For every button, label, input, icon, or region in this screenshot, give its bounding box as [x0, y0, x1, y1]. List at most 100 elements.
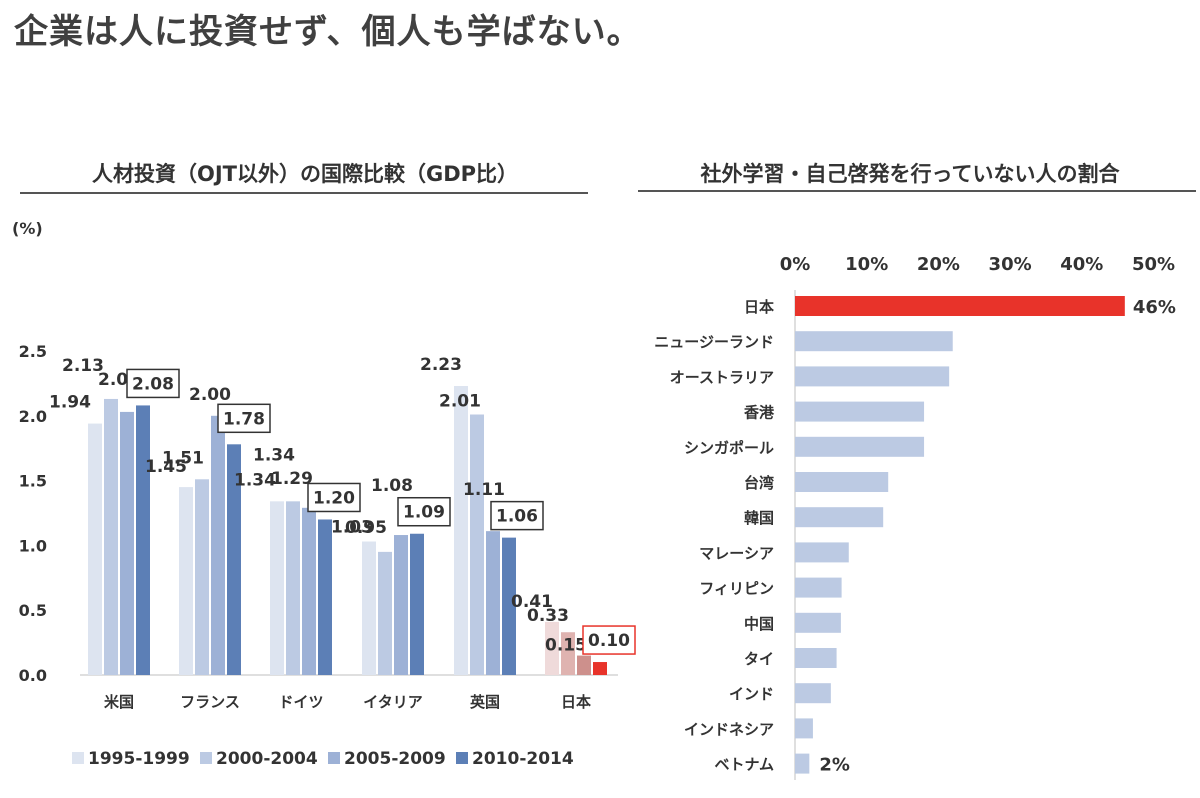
hbar-2	[795, 366, 950, 387]
bar-2010-2014-1	[227, 444, 241, 675]
y-category-label: 台湾	[744, 474, 774, 492]
bar-2010-2014-4	[502, 537, 516, 675]
y-category-label: インド	[729, 685, 774, 703]
data-label: 0.10	[588, 631, 630, 651]
x-category-label: イタリア	[363, 693, 422, 711]
y-category-label: 香港	[744, 404, 775, 422]
value-box	[307, 482, 361, 513]
bar-1995-1999-3	[362, 541, 376, 675]
bar-2000-2004-3	[378, 551, 392, 675]
data-label: 46%	[1133, 297, 1176, 318]
data-label: 2.00	[189, 385, 231, 405]
hbar-12	[795, 718, 813, 739]
data-label: 1.34	[234, 470, 276, 490]
page-title: 企業は人に投資せず、個人も学ばない。	[14, 12, 642, 52]
y-category-label: インドネシア	[684, 720, 774, 738]
data-label: 1.51	[162, 448, 204, 468]
y-tick-label: 2.5	[19, 342, 47, 361]
hbar-7	[795, 542, 849, 563]
legend-swatch	[328, 752, 340, 764]
y-tick-label: 2.0	[19, 407, 47, 426]
legend-swatch	[72, 752, 84, 764]
x-tick-label: 20%	[917, 254, 960, 275]
data-label: 1.09	[403, 503, 445, 523]
y-tick-label: 1.0	[19, 536, 47, 555]
legend-label: 2005-2009	[344, 749, 446, 769]
y-tick-label: 1.5	[19, 472, 47, 491]
hbar-1	[795, 331, 953, 352]
data-label: 0.41	[511, 592, 553, 612]
y-category-label: フィリピン	[699, 580, 774, 598]
x-tick-label: 50%	[1132, 254, 1175, 275]
left-title-underline	[20, 192, 588, 194]
bar-2000-2004-0	[104, 398, 118, 675]
hbar-0	[795, 296, 1125, 316]
bar-2005-2009-2	[302, 507, 316, 675]
data-label: 0.15	[545, 636, 587, 656]
hbar-5	[795, 472, 889, 492]
y-tick-label: 0.5	[19, 601, 47, 620]
y-category-label: 日本	[744, 298, 774, 316]
bar-2000-2004-1	[195, 479, 209, 675]
hbar-9	[795, 612, 841, 633]
hbar-13	[795, 753, 810, 774]
bar-1995-1999-4	[454, 385, 468, 675]
data-label: 2.01	[439, 392, 481, 412]
y-axis-unit-label: (%)	[12, 219, 43, 238]
bar-1995-1999-2	[270, 501, 284, 675]
data-label: 1.45	[145, 457, 187, 477]
bar-1995-1999-1	[179, 487, 193, 675]
hbar-11	[795, 683, 831, 704]
data-label: 2.23	[420, 355, 462, 375]
data-label: 0.95	[345, 518, 387, 538]
data-label: 0.33	[527, 606, 569, 626]
y-category-label: ベトナム	[714, 756, 774, 774]
value-box	[490, 500, 544, 531]
data-label: 1.06	[496, 507, 538, 527]
bar-2010-2014-3	[410, 533, 424, 675]
bar-2005-2009-3	[394, 535, 408, 675]
value-box	[397, 496, 451, 527]
bar-2010-2014-0	[136, 405, 150, 675]
data-label: 1.08	[371, 476, 413, 496]
data-label: 1.34	[253, 445, 295, 465]
bar-1995-1999-5	[545, 621, 559, 675]
legend-swatch	[456, 752, 468, 764]
y-category-label: ニュージーランド	[654, 333, 774, 351]
bar-2005-2009-5	[577, 655, 591, 675]
bar-2010-2014-5	[593, 662, 607, 675]
bar-2010-2014-2	[318, 519, 332, 675]
x-tick-label: 0%	[780, 254, 811, 275]
data-label: 1.11	[463, 480, 505, 500]
right-title-underline	[638, 190, 1196, 192]
data-label: 1.78	[223, 409, 265, 429]
hbar-10	[795, 648, 837, 668]
y-category-label: シンガポール	[684, 439, 774, 457]
data-label: 2.08	[132, 374, 174, 394]
value-box	[217, 403, 271, 434]
bar-2000-2004-4	[470, 414, 484, 675]
y-category-label: タイ	[744, 650, 774, 668]
right-chart-title: 社外学習・自己啓発を行っていない人の割合	[700, 162, 1120, 186]
x-category-label: フランス	[180, 693, 240, 711]
x-category-label: 英国	[470, 693, 500, 711]
legend-label: 2010-2014	[472, 749, 574, 769]
data-label: 2.13	[62, 356, 104, 376]
data-label: 1.03	[331, 518, 373, 538]
bar-1995-1999-0	[88, 423, 102, 675]
bar-2000-2004-2	[286, 501, 300, 675]
x-category-label: ドイツ	[278, 693, 323, 711]
y-category-label: 中国	[744, 615, 774, 633]
bar-2005-2009-4	[486, 531, 500, 675]
bar-2000-2004-5	[561, 632, 575, 675]
value-box	[582, 625, 636, 655]
y-category-label: オーストラリア	[670, 368, 774, 386]
left-chart-title: 人材投資（OJT以外）の国際比較（GDP比）	[91, 162, 519, 186]
hbar-4	[795, 436, 925, 457]
data-label: 1.94	[49, 393, 91, 413]
y-tick-label: 0.0	[19, 666, 47, 685]
hbar-3	[795, 401, 925, 422]
legend-label: 1995-1999	[88, 749, 190, 769]
x-tick-label: 30%	[989, 254, 1032, 275]
